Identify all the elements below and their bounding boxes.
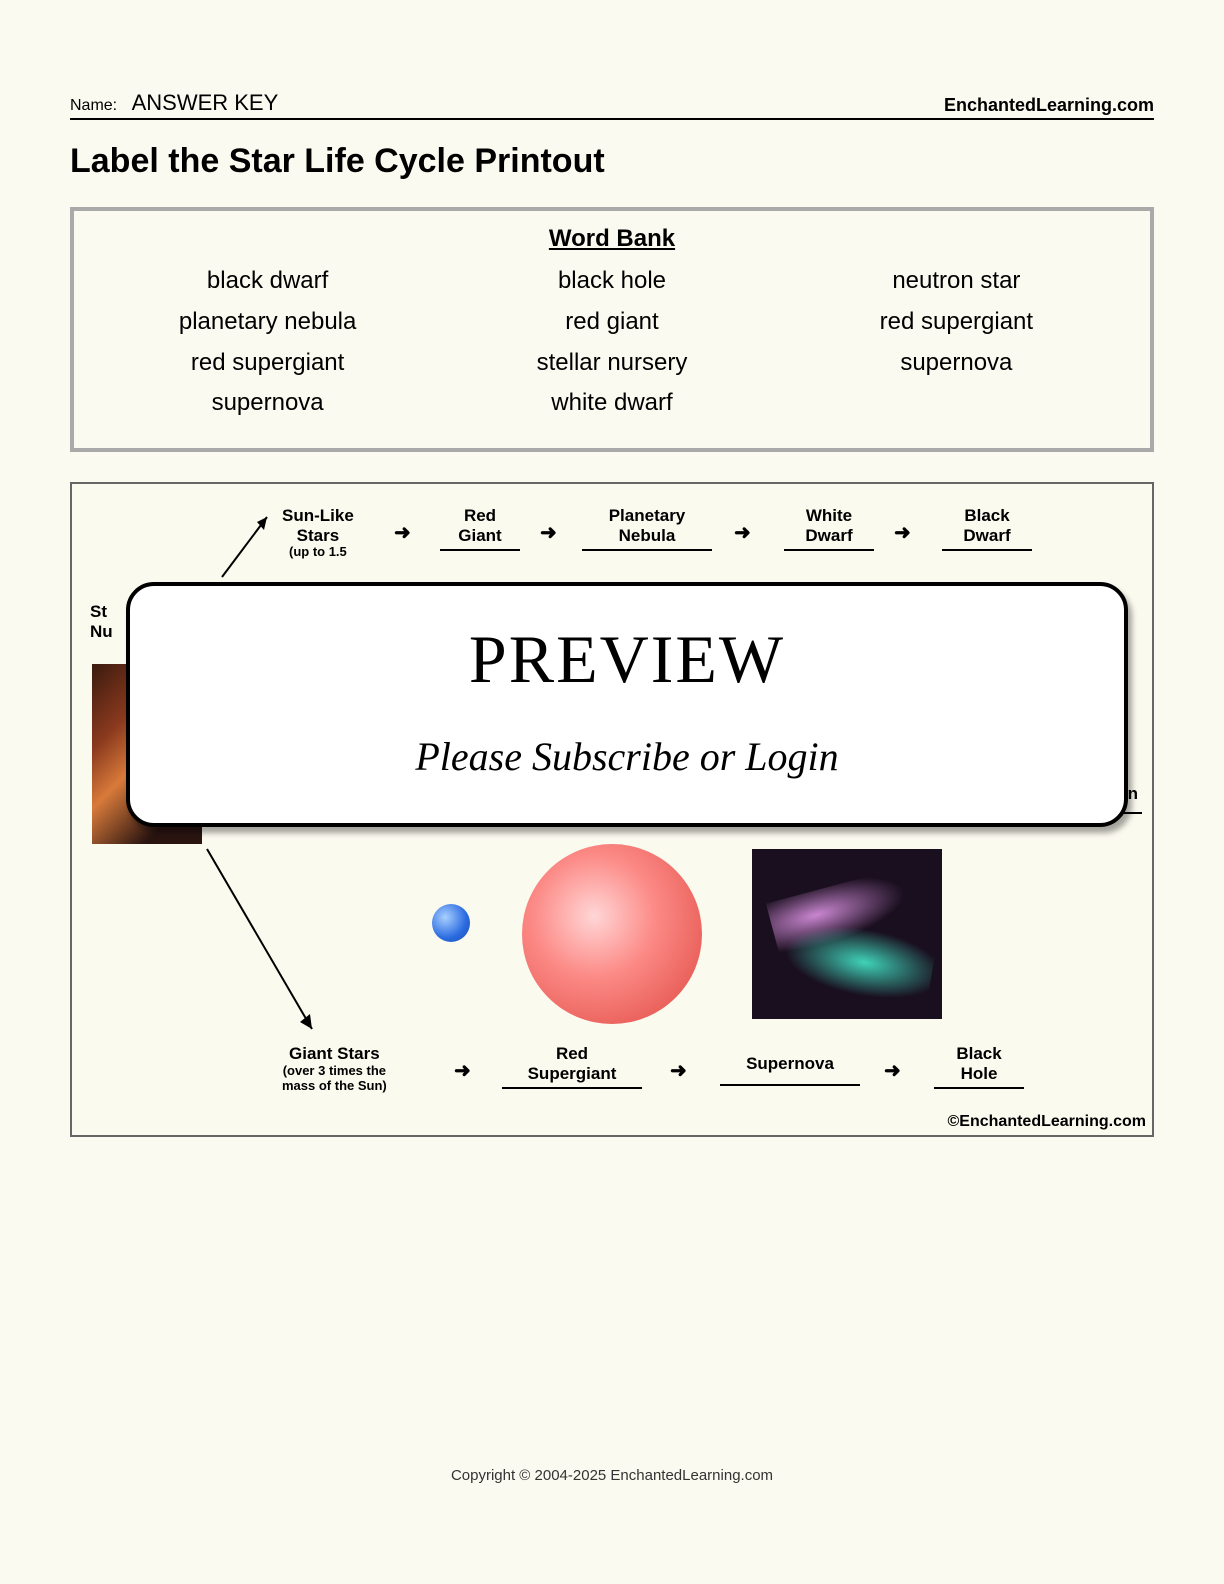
t: (up to 1.5 <box>282 545 354 560</box>
t: Giant Stars <box>289 1044 380 1063</box>
label-black-dwarf: Black Dwarf <box>942 506 1032 551</box>
supernova-image <box>752 849 942 1019</box>
t: Nu <box>90 622 113 641</box>
arrow-right-icon: ➜ <box>884 1058 901 1083</box>
preview-title: PREVIEW <box>130 620 1124 699</box>
t: Black <box>964 506 1009 525</box>
label-black-hole: Black Hole <box>934 1044 1024 1089</box>
wb-item: red supergiant <box>98 343 437 384</box>
t: Nebula <box>619 526 676 545</box>
label-red-supergiant: Red Supergiant <box>502 1044 642 1089</box>
wb-item: black dwarf <box>98 261 437 302</box>
site-badge: EnchantedLearning.com <box>944 95 1154 116</box>
page-title: Label the Star Life Cycle Printout <box>70 142 1154 181</box>
arrow-right-icon: ➜ <box>670 1058 687 1083</box>
t: Hole <box>961 1064 998 1083</box>
wb-item: black hole <box>442 261 781 302</box>
wb-item: planetary nebula <box>98 302 437 343</box>
label-planetary-nebula: Planetary Nebula <box>582 506 712 551</box>
arrow-right-icon: ➜ <box>894 520 911 545</box>
t: Red <box>464 506 496 525</box>
t: Sun-Like <box>282 506 354 525</box>
wb-item: stellar nursery <box>442 343 781 384</box>
word-bank-col-1: black dwarf planetary nebula red supergi… <box>98 261 437 424</box>
t: Stars <box>297 526 340 545</box>
wb-item: red supergiant <box>787 302 1126 343</box>
word-bank-columns: black dwarf planetary nebula red supergi… <box>98 261 1126 424</box>
t: Dwarf <box>963 526 1010 545</box>
t: St <box>90 602 107 621</box>
blue-star-icon <box>432 904 470 942</box>
arrow-up-icon <box>212 502 282 582</box>
wb-item: red giant <box>442 302 781 343</box>
footer-copyright: Copyright © 2004-2025 EnchantedLearning.… <box>0 1467 1224 1484</box>
label-right-suffix: n <box>1128 784 1138 804</box>
word-bank-col-2: black hole red giant stellar nursery whi… <box>442 261 781 424</box>
label-supernova: Supernova <box>720 1054 860 1086</box>
preview-subtitle: Please Subscribe or Login <box>130 733 1124 780</box>
wb-item: white dwarf <box>442 383 781 424</box>
arrow-right-icon: ➜ <box>394 520 411 545</box>
t: Giant <box>458 526 501 545</box>
t: Black <box>956 1044 1001 1063</box>
diagram-copyright: ©EnchantedLearning.com <box>948 1113 1146 1131</box>
arrow-right-icon: ➜ <box>540 520 557 545</box>
arrow-down-icon <box>192 844 332 1044</box>
t: Red <box>556 1044 588 1063</box>
name-label: Name: <box>70 97 117 114</box>
label-sun-like-stars: Sun-Like Stars (up to 1.5 <box>282 506 354 560</box>
word-bank-col-3: neutron star red supergiant supernova <box>787 261 1126 424</box>
name-block: Name: ANSWER KEY <box>70 90 278 116</box>
arrow-right-icon: ➜ <box>454 1058 471 1083</box>
label-giant-stars: Giant Stars (over 3 times the mass of th… <box>282 1044 387 1093</box>
wb-item: supernova <box>98 383 437 424</box>
wb-item: supernova <box>787 343 1126 384</box>
star-life-cycle-diagram: Sun-Like Stars (up to 1.5 ➜ Red Giant ➜ … <box>70 482 1154 1137</box>
preview-overlay[interactable]: PREVIEW Please Subscribe or Login <box>126 582 1128 827</box>
word-bank-title: Word Bank <box>98 225 1126 253</box>
wb-item: neutron star <box>787 261 1126 302</box>
t: Planetary <box>609 506 686 525</box>
t: mass of the Sun) <box>282 1079 387 1094</box>
label-red-giant: Red Giant <box>440 506 520 551</box>
header-row: Name: ANSWER KEY EnchantedLearning.com <box>70 90 1154 120</box>
t: Supergiant <box>528 1064 617 1083</box>
arrow-right-icon: ➜ <box>734 520 751 545</box>
label-stellar-nursery-partial: St Nu <box>90 602 113 641</box>
red-giant-icon <box>522 844 702 1024</box>
label-white-dwarf: White Dwarf <box>784 506 874 551</box>
t: Dwarf <box>805 526 852 545</box>
t: White <box>806 506 852 525</box>
word-bank: Word Bank black dwarf planetary nebula r… <box>70 207 1154 452</box>
t: (over 3 times the <box>282 1064 387 1079</box>
name-value: ANSWER KEY <box>132 90 279 115</box>
